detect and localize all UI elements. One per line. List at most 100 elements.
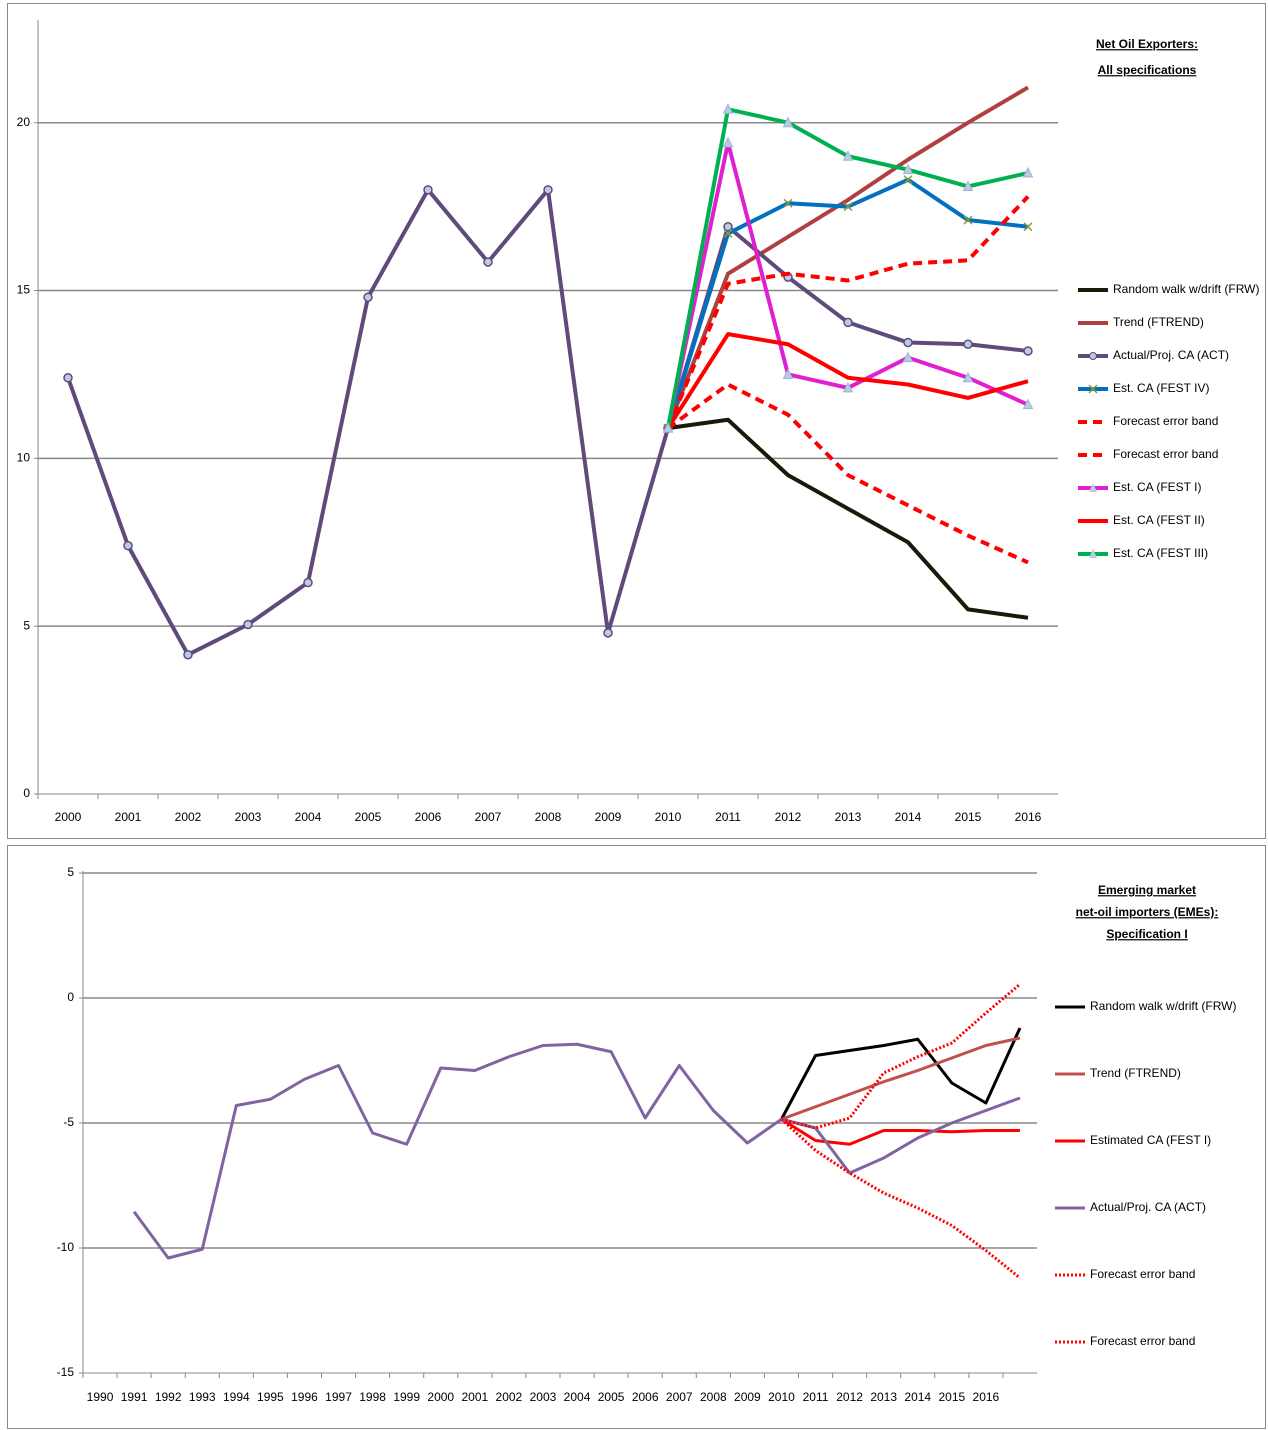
- marker: [723, 221, 733, 232]
- x-tick-label: 2011: [803, 1390, 829, 1404]
- x-tick-label: 2010: [768, 1390, 795, 1404]
- series-line: [667, 417, 1029, 620]
- x-tick-label: 2008: [535, 810, 562, 824]
- panel-border: [7, 845, 1266, 1429]
- legend-marker: [1089, 483, 1097, 492]
- chart-title: Emerging market: [1098, 883, 1196, 897]
- x-tick-label: 2008: [700, 1390, 727, 1404]
- x-tick-label: 2002: [496, 1390, 523, 1404]
- marker: [1023, 346, 1033, 356]
- marker: [243, 619, 253, 630]
- y-tick-label: -10: [57, 1240, 75, 1254]
- y-tick-label: -15: [57, 1365, 75, 1379]
- marker: [902, 351, 914, 363]
- panel-border: [7, 3, 1266, 839]
- x-tick-label: 1990: [87, 1390, 114, 1404]
- legend-label: Trend (FTREND): [1090, 1066, 1181, 1080]
- series-line: [666, 382, 1029, 565]
- marker: [123, 540, 133, 551]
- legend-label: Forecast error band: [1113, 447, 1218, 461]
- marker: [843, 317, 853, 328]
- series-line: [780, 1036, 1021, 1121]
- x-tick-label: 2004: [564, 1390, 591, 1404]
- x-tick-label: 2003: [235, 810, 262, 824]
- legend-label: Actual/Proj. CA (ACT): [1113, 348, 1229, 362]
- y-tick-label: -5: [63, 1115, 74, 1129]
- series-line: [66, 187, 1029, 657]
- x-tick-label: 2010: [655, 810, 682, 824]
- legend-label: Forecast error band: [1090, 1334, 1195, 1348]
- marker: [783, 198, 793, 208]
- marker: [543, 185, 553, 195]
- x-tick-label: 1996: [291, 1390, 318, 1404]
- marker: [842, 150, 854, 161]
- legend-label: Estimated CA (FEST I): [1090, 1133, 1211, 1147]
- x-tick-label: 2012: [775, 810, 802, 824]
- marker: [722, 103, 734, 114]
- x-tick-label: 2009: [595, 810, 622, 824]
- series-line: [780, 1117, 1020, 1146]
- legend-marker: [1089, 352, 1097, 360]
- marker: [782, 368, 794, 379]
- marker: [662, 422, 674, 433]
- marker: [1022, 398, 1034, 410]
- legend-label: Random walk w/drift (FRW): [1090, 999, 1236, 1013]
- x-tick-label: 2016: [973, 1390, 1000, 1404]
- marker: [842, 381, 854, 393]
- marker: [63, 373, 73, 383]
- y-tick-label: 20: [17, 115, 31, 129]
- legend-label: Est. CA (FEST III): [1113, 546, 1208, 560]
- series-line: [666, 85, 1030, 429]
- series-line: [132, 1042, 1021, 1260]
- series-line: [781, 983, 1021, 1130]
- x-tick-label: 2014: [895, 810, 922, 824]
- marker: [903, 337, 913, 348]
- x-tick-label: 2014: [904, 1390, 931, 1404]
- marker: [423, 185, 433, 195]
- series-line: [666, 332, 1029, 430]
- x-tick-label: 2006: [632, 1390, 659, 1404]
- legend-label: Actual/Proj. CA (ACT): [1090, 1200, 1206, 1214]
- series-line: [666, 195, 1030, 429]
- marker: [782, 116, 794, 128]
- x-tick-label: 2001: [461, 1390, 488, 1404]
- x-tick-label: 1994: [223, 1390, 250, 1404]
- chart-title: All specifications: [1098, 63, 1197, 77]
- x-tick-label: 2004: [295, 810, 322, 824]
- x-tick-label: 2005: [598, 1390, 625, 1404]
- x-tick-label: 1999: [393, 1390, 420, 1404]
- marker: [603, 628, 613, 638]
- legend-marker: [1088, 384, 1098, 394]
- legend-label: Forecast error band: [1090, 1267, 1195, 1281]
- x-tick-label: 2015: [955, 810, 982, 824]
- chart-title: net-oil importers (EMEs):: [1076, 905, 1219, 919]
- legend-label: Est. CA (FEST I): [1113, 480, 1201, 494]
- x-tick-label: 2003: [530, 1390, 557, 1404]
- marker: [1023, 222, 1033, 232]
- series-line: [780, 1118, 1021, 1280]
- marker: [962, 371, 974, 383]
- series-line: [780, 1027, 1022, 1120]
- y-tick-label: 0: [23, 786, 30, 800]
- x-tick-label: 1992: [155, 1390, 182, 1404]
- x-tick-label: 2000: [55, 810, 82, 824]
- marker: [903, 175, 913, 185]
- y-tick-label: 15: [17, 283, 31, 297]
- x-tick-label: 2013: [870, 1390, 897, 1404]
- y-tick-label: 0: [67, 990, 74, 1004]
- x-tick-label: 2007: [475, 810, 502, 824]
- marker: [963, 339, 973, 349]
- y-tick-label: 10: [17, 451, 31, 465]
- x-tick-label: 2007: [666, 1390, 693, 1404]
- marker: [183, 649, 193, 660]
- y-tick-label: 5: [67, 865, 74, 879]
- marker: [722, 136, 734, 148]
- legend-label: Random walk w/drift (FRW): [1113, 282, 1259, 296]
- x-tick-label: 1997: [325, 1390, 352, 1404]
- legend-label: Trend (FTREND): [1113, 315, 1204, 329]
- legend-label: Forecast error band: [1113, 414, 1218, 428]
- x-tick-label: 1995: [257, 1390, 284, 1404]
- x-tick-label: 2005: [355, 810, 382, 824]
- marker: [843, 202, 853, 212]
